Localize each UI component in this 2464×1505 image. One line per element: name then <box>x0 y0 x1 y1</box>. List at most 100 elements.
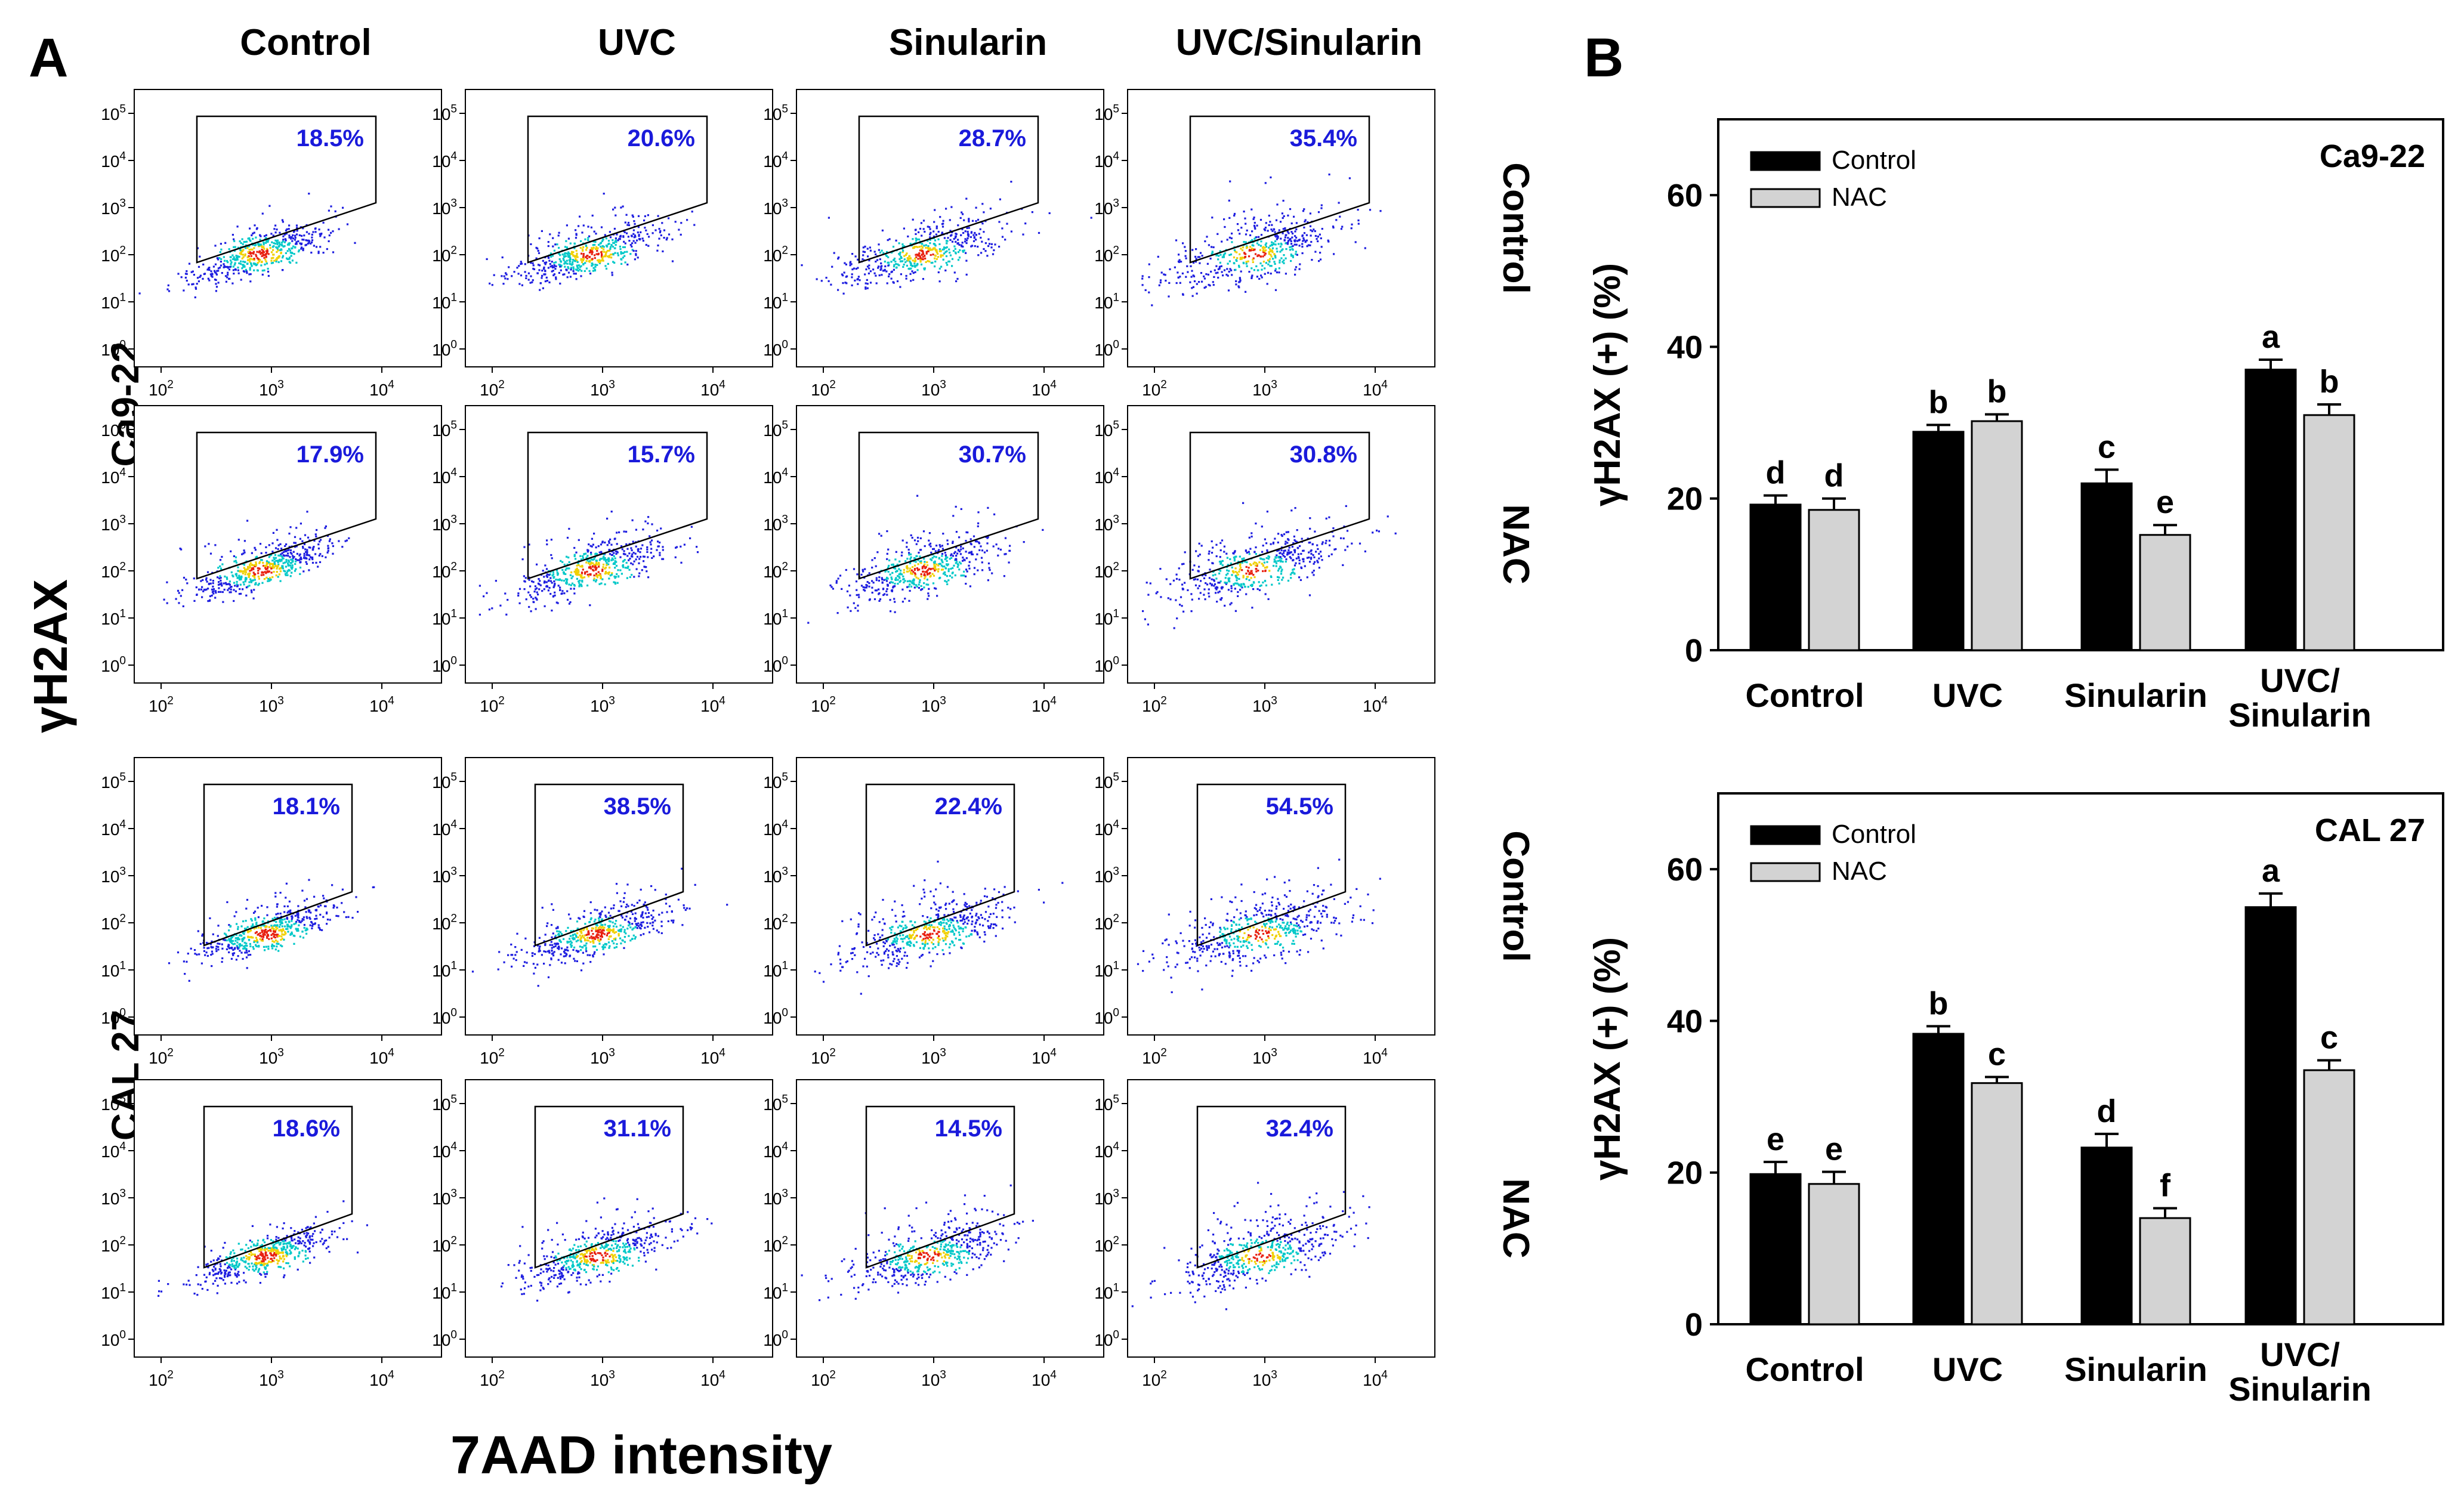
event-dot <box>1262 249 1264 252</box>
plot-frame <box>1127 89 1435 367</box>
event-dot <box>590 551 592 554</box>
event-dot <box>224 582 227 584</box>
event-dot <box>830 283 832 286</box>
event-dot <box>245 578 248 580</box>
event-dot <box>1320 237 1322 240</box>
event-dot <box>613 242 615 244</box>
event-dot <box>1294 230 1296 233</box>
event-dot <box>243 941 246 944</box>
event-dot <box>246 568 249 570</box>
event-dot <box>544 263 546 265</box>
event-dot <box>913 568 916 570</box>
event-dot <box>1245 578 1248 580</box>
event-dot <box>304 548 307 551</box>
event-dot <box>591 545 593 548</box>
event-dot <box>291 918 293 920</box>
event-dot <box>902 249 904 252</box>
event-dot <box>1233 262 1236 265</box>
event-dot <box>242 581 245 583</box>
event-dot <box>955 555 958 557</box>
event-dot <box>258 582 260 585</box>
event-dot <box>1193 564 1196 567</box>
event-dot <box>635 545 637 548</box>
event-dot <box>533 591 536 593</box>
event-dot <box>1270 255 1273 258</box>
event-dot <box>629 243 632 246</box>
event-dot <box>1275 557 1277 559</box>
event-dot <box>965 259 968 262</box>
event-dot <box>868 585 870 588</box>
event-dot <box>274 231 277 234</box>
event-dot <box>939 563 941 565</box>
event-dot <box>1230 585 1233 587</box>
event-dot <box>1287 214 1289 217</box>
event-dot <box>289 564 292 567</box>
event-dot <box>946 560 948 562</box>
event-dot <box>518 283 521 285</box>
event-dot <box>935 563 938 565</box>
event-dot <box>610 554 613 556</box>
event-dot <box>260 574 263 576</box>
event-dot <box>1214 583 1216 585</box>
event-dot <box>960 548 962 551</box>
event-dot <box>207 588 209 590</box>
event-dot <box>267 929 270 932</box>
event-dot <box>961 228 964 230</box>
event-dot <box>592 568 594 571</box>
event-dot <box>1259 585 1261 587</box>
event-dot <box>554 594 556 597</box>
event-dot <box>606 544 609 546</box>
event-dot <box>1275 565 1277 567</box>
event-dot <box>1317 561 1319 564</box>
row-label-0: Control <box>1495 162 1536 293</box>
event-dot <box>1241 258 1243 260</box>
event-dot <box>1317 548 1319 550</box>
event-dot <box>248 585 251 587</box>
event-dot <box>315 535 317 537</box>
event-dot <box>924 571 927 573</box>
event-dot <box>990 243 993 245</box>
event-dot <box>637 226 640 228</box>
event-dot <box>1191 568 1194 571</box>
event-dot <box>1318 260 1320 262</box>
event-dot <box>248 255 250 257</box>
event-dot <box>1160 271 1163 274</box>
event-dot <box>315 908 318 911</box>
event-dot <box>265 572 267 574</box>
event-dot <box>299 553 301 555</box>
event-dot <box>594 254 596 257</box>
event-dot <box>974 245 976 248</box>
event-dot <box>1295 557 1298 560</box>
event-dot <box>1205 574 1207 576</box>
event-dot <box>223 256 225 258</box>
event-dot <box>226 935 228 937</box>
event-dot <box>280 567 282 570</box>
event-dot <box>1263 251 1265 254</box>
event-dot <box>1208 595 1211 598</box>
event-dot <box>266 937 268 939</box>
event-dot <box>247 936 249 938</box>
event-dot <box>575 268 578 271</box>
event-dot <box>538 588 541 591</box>
event-dot <box>201 935 203 937</box>
plot-frame <box>465 757 773 1036</box>
event-dot <box>271 542 274 545</box>
event-dot <box>301 920 303 922</box>
event-dot <box>1346 530 1349 532</box>
event-dot <box>1255 570 1258 573</box>
event-dot <box>904 597 906 600</box>
event-dot <box>486 258 488 260</box>
event-dot <box>186 273 188 275</box>
event-dot <box>950 557 953 559</box>
event-dot <box>1293 535 1295 537</box>
event-dot <box>955 505 957 508</box>
event-dot <box>560 592 563 595</box>
event-dot <box>215 283 217 285</box>
event-dot <box>270 233 273 235</box>
event-dot <box>255 931 258 934</box>
event-dot <box>230 588 232 591</box>
event-dot <box>248 939 250 941</box>
event-dot <box>244 240 246 243</box>
event-dot <box>284 925 286 928</box>
event-dot <box>924 577 926 580</box>
